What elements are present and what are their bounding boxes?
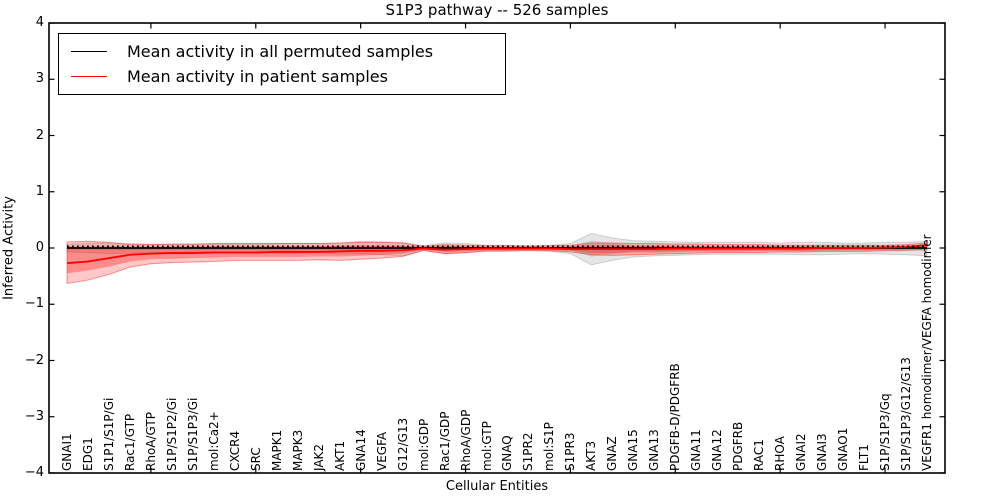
chart-title: S1P3 pathway -- 526 samples xyxy=(385,1,609,19)
x-category-label: EDG1 xyxy=(80,437,95,471)
x-category-label: AKT3 xyxy=(584,440,599,471)
x-category-label: mol:GTP xyxy=(479,421,494,471)
patient-mean-line xyxy=(66,244,928,265)
x-category-label: GNA12 xyxy=(710,429,725,471)
legend: Mean activity in all permuted samples Me… xyxy=(58,33,506,95)
y-tick-label: 4 xyxy=(35,15,44,30)
x-category-label: GNAO1 xyxy=(836,427,851,471)
x-category-label: GNA15 xyxy=(626,429,641,471)
permuted-line-swatch xyxy=(71,51,107,52)
x-axis-label: Cellular Entities xyxy=(445,479,549,494)
y-tick-label: 0 xyxy=(35,240,44,255)
x-category-label: FLT1 xyxy=(857,444,872,471)
x-category-label: GNAI2 xyxy=(794,433,809,471)
x-category-label: RAC1 xyxy=(752,439,767,471)
x-category-label: S1P1/S1P/Gi xyxy=(101,397,116,471)
x-category-label: VEGFR1 homodimer/VEGFA homodimer xyxy=(920,234,934,471)
y-tick-labels: −4 −3 −2 −1 0 1 2 3 4 xyxy=(0,0,44,500)
x-category-label: S1P/S1P3/Gi xyxy=(185,397,200,471)
x-category-label: S1P/S1P2/Gi xyxy=(164,397,179,471)
x-category-label: mol:Ca2+ xyxy=(206,411,221,471)
x-category-label: CXCR4 xyxy=(227,430,242,471)
x-category-label: GNA13 xyxy=(647,429,662,471)
legend-row-patient: Mean activity in patient samples xyxy=(71,67,493,86)
legend-row-permuted: Mean activity in all permuted samples xyxy=(71,42,493,61)
x-category-label: GNA11 xyxy=(689,429,704,471)
y-tick-label: 3 xyxy=(35,71,44,87)
x-category-label: RhoA/GTP xyxy=(143,412,158,471)
x-category-label: MAPK3 xyxy=(290,429,305,471)
y-tick-label: −3 xyxy=(24,408,44,424)
x-category-label: RHOA xyxy=(773,436,788,471)
x-category-label: G12/G13 xyxy=(395,417,410,471)
x-category-label: Rac1/GDP xyxy=(437,411,452,471)
x-category-label: MAPK1 xyxy=(269,429,284,471)
x-category-label: PDGFRB xyxy=(731,421,746,471)
x-category-label: Rac1/GTP xyxy=(122,413,137,471)
x-category-label: mol:GDP xyxy=(416,418,431,471)
patient-line-swatch xyxy=(71,76,107,77)
x-category-label: mol:S1P xyxy=(542,422,557,471)
x-category-label: GNAZ xyxy=(605,436,620,471)
x-category-label: S1P/S1P3/G12/G13 xyxy=(899,357,914,471)
x-category-label: JAK2 xyxy=(311,443,326,471)
y-tick-label: 1 xyxy=(35,183,44,199)
x-category-label: PDGFB-D/PDGFRB xyxy=(668,363,683,471)
y-tick-label: −4 xyxy=(24,465,44,480)
x-category-label: AKT1 xyxy=(332,440,347,471)
legend-label-patient: Mean activity in patient samples xyxy=(127,67,388,86)
legend-label-permuted: Mean activity in all permuted samples xyxy=(127,42,434,61)
x-category-label: S1P/S1P3/Gq xyxy=(878,393,893,471)
x-category-label: GNAI3 xyxy=(815,433,830,471)
x-category-label: GNAI1 xyxy=(60,433,74,471)
y-tick-label: −2 xyxy=(24,352,44,368)
y-tick-label: −1 xyxy=(24,296,44,312)
x-category-label: S1PR3 xyxy=(563,432,578,471)
x-category-label: VEGFA xyxy=(374,431,389,471)
x-category-label: SRC xyxy=(248,447,263,471)
x-category-label: GNAQ xyxy=(500,435,515,471)
y-tick-label: 2 xyxy=(35,127,44,143)
x-category-label: S1PR2 xyxy=(521,432,536,471)
x-category-label: GNA14 xyxy=(353,429,368,471)
x-category-label: RhoA/GDP xyxy=(458,409,473,471)
